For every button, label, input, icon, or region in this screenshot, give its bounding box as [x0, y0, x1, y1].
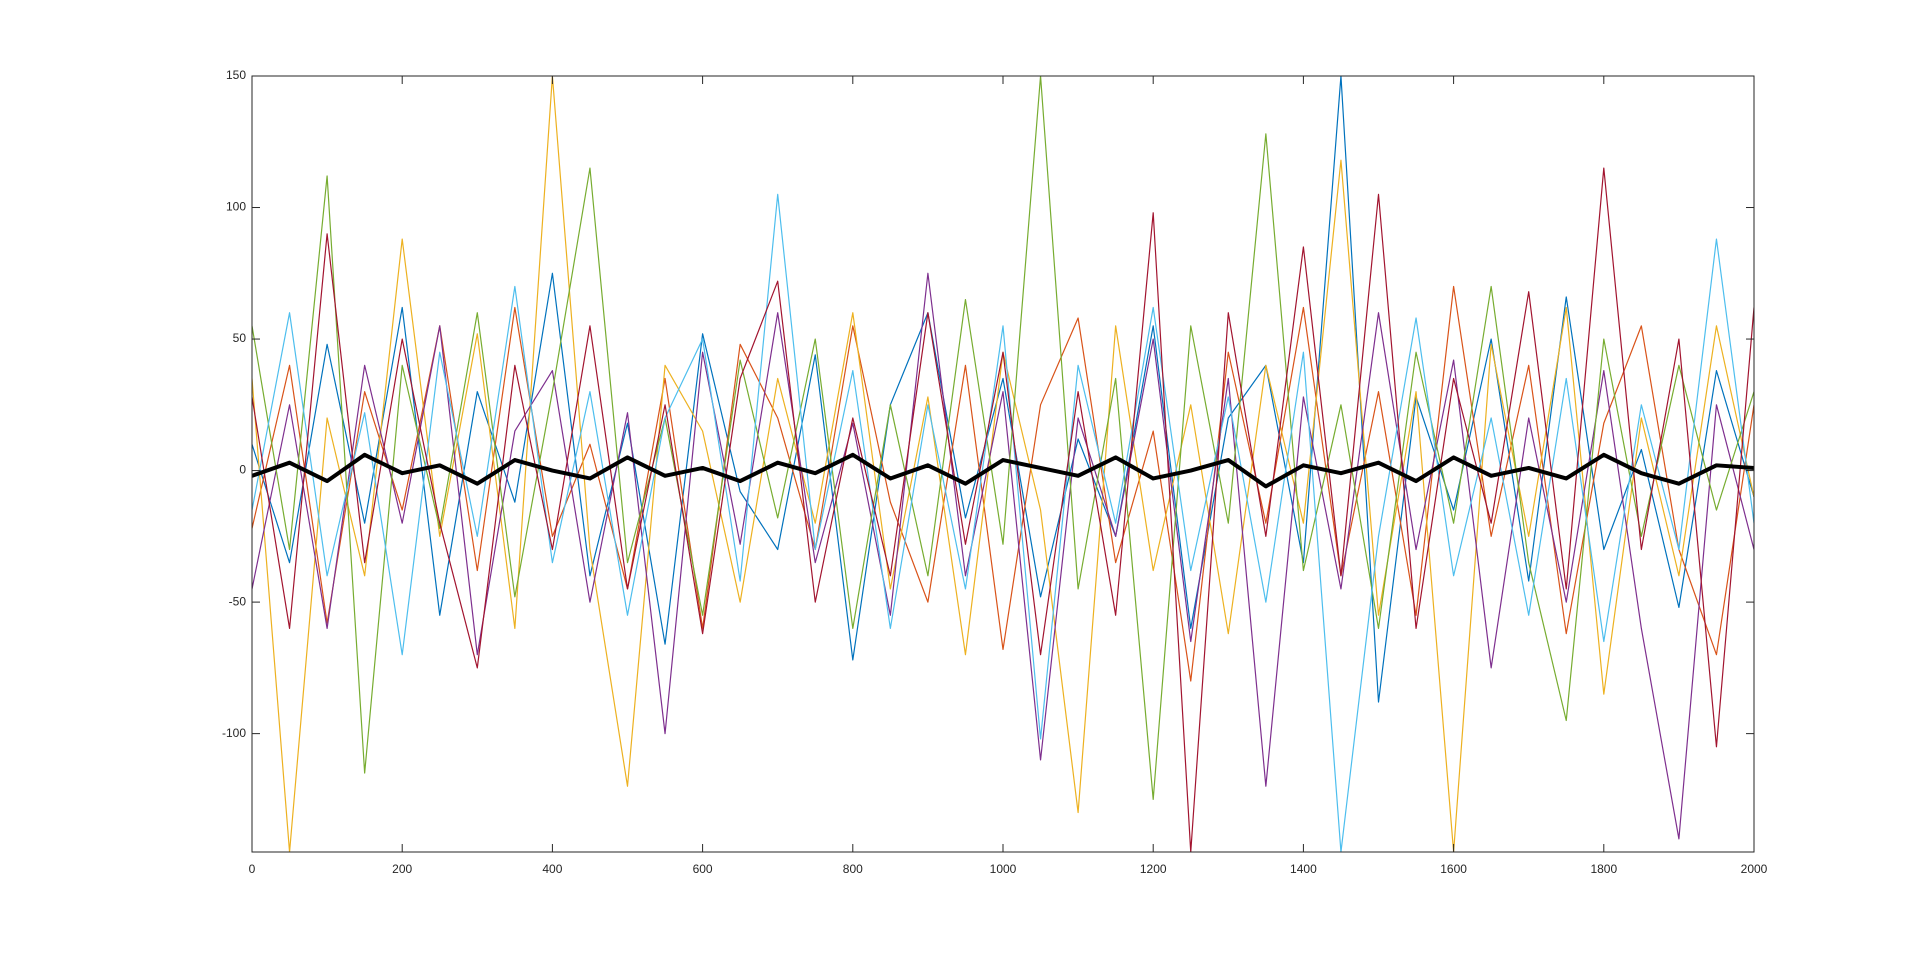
- x-tick-label: 0: [249, 862, 256, 876]
- x-tick-label: 1200: [1140, 862, 1167, 876]
- x-tick-label: 1400: [1290, 862, 1317, 876]
- series-line: [252, 285, 1754, 682]
- plot-area: [252, 76, 1754, 852]
- x-tick-label: 1000: [990, 862, 1017, 876]
- y-tick-label: -50: [229, 594, 247, 608]
- x-tick-label: 600: [693, 862, 713, 876]
- series-line: [252, 193, 1754, 852]
- x-tick-label: 1800: [1590, 862, 1617, 876]
- x-tick-label: 1600: [1440, 862, 1467, 876]
- y-tick-label: -100: [222, 726, 246, 740]
- y-tick-label: 100: [226, 200, 246, 214]
- x-tick-label: 2000: [1741, 862, 1768, 876]
- x-tick-label: 200: [392, 862, 412, 876]
- y-tick-label: 50: [233, 331, 247, 345]
- series-line: [252, 76, 1754, 800]
- y-tick-label: 0: [239, 463, 246, 477]
- x-tick-label: 800: [843, 862, 863, 876]
- series-line: [252, 452, 1754, 489]
- y-tick-label: 150: [226, 68, 246, 82]
- x-tick-label: 400: [542, 862, 562, 876]
